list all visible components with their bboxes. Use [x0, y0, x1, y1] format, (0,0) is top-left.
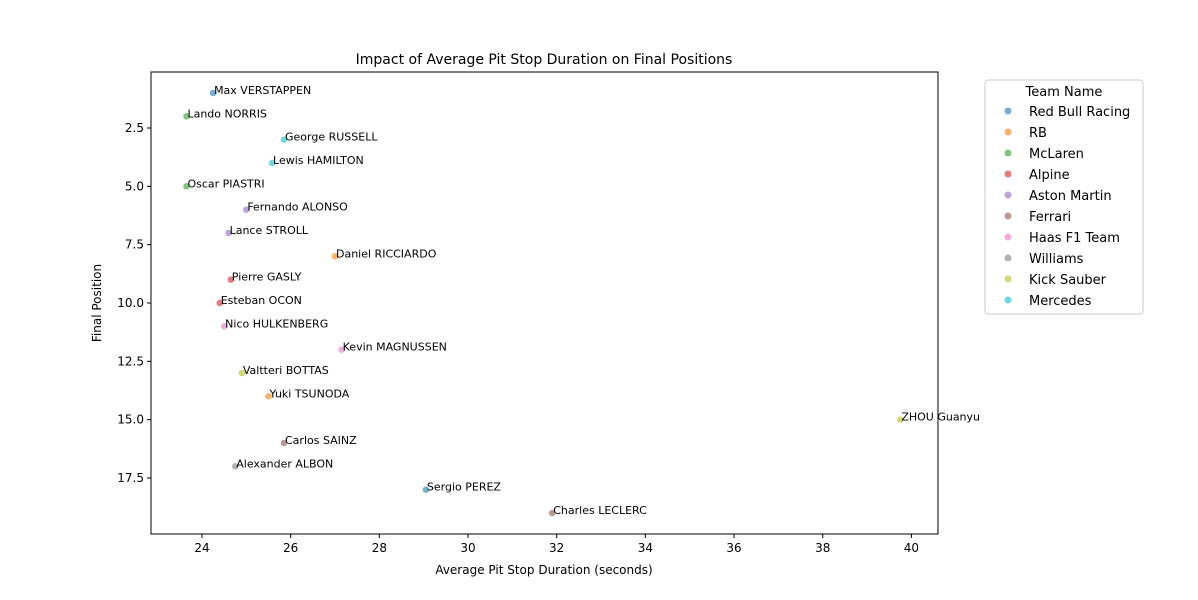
- legend-marker: [1004, 170, 1012, 178]
- y-tick-label: 2.5: [125, 121, 144, 135]
- data-point: [264, 392, 273, 401]
- legend-marker: [1004, 128, 1012, 136]
- data-point-label: Alexander ALBON: [236, 457, 333, 470]
- data-point: [182, 112, 191, 121]
- legend-item-label: RB: [1029, 126, 1047, 141]
- legend-marker: [1004, 212, 1012, 220]
- data-point: [231, 462, 239, 471]
- data-point: [331, 252, 339, 261]
- y-axis-title: Final Position: [90, 264, 104, 342]
- data-point-label: Lance STROLL: [230, 224, 309, 237]
- y-tick-label: 15.0: [117, 413, 144, 427]
- data-point: [227, 275, 235, 284]
- legend-item-label: Aston Martin: [1029, 189, 1112, 204]
- x-tick-label: 40: [904, 541, 919, 555]
- legend-item-label: Haas F1 Team: [1029, 231, 1120, 246]
- legend-marker: [1004, 107, 1012, 115]
- y-tick-label: 17.5: [117, 471, 144, 485]
- data-point: [548, 509, 557, 517]
- legend-item-label: Red Bull Racing: [1029, 105, 1130, 120]
- data-point-label: Carlos SAINZ: [285, 434, 357, 447]
- data-point-label: Lando NORRIS: [187, 107, 266, 120]
- data-point: [215, 299, 224, 307]
- data-point: [209, 89, 217, 97]
- legend-marker: [1004, 254, 1012, 262]
- data-point-label: Kevin MAGNUSSEN: [343, 341, 447, 354]
- legend-item-label: Ferrari: [1029, 210, 1071, 225]
- legend: Team Name Red Bull Racing RB McLaren Alpine…: [984, 79, 1144, 315]
- legend-frame: [984, 79, 1144, 315]
- data-point: [280, 135, 288, 144]
- data-point-label: Nico HULKENBERG: [225, 317, 328, 330]
- data-point-label: Esteban OCON: [221, 294, 302, 307]
- y-tick-label: 10.0: [117, 296, 144, 310]
- legend-marker: [1004, 275, 1012, 283]
- data-point: [268, 159, 276, 167]
- data-point-label: Daniel RICCIARDO: [336, 247, 437, 260]
- data-point-label: George RUSSELL: [285, 131, 378, 144]
- plot-area: [150, 71, 939, 535]
- legend-item-label: Williams: [1029, 252, 1084, 267]
- x-tick-label: 32: [549, 541, 564, 555]
- x-tick-label: 38: [815, 541, 830, 555]
- legend-item-label: Mercedes: [1029, 294, 1092, 309]
- chart-title: Impact of Average Pit Stop Duration on F…: [356, 52, 733, 68]
- x-tick-label: 26: [283, 541, 298, 555]
- data-point-label: Oscar PIASTRI: [187, 177, 264, 190]
- data-point: [224, 229, 233, 237]
- x-tick-label: 24: [194, 541, 209, 555]
- legend-item-label: Kick Sauber: [1029, 273, 1107, 288]
- data-point-label: Fernando ALONSO: [247, 201, 348, 214]
- data-point: [337, 345, 346, 354]
- x-axis: 24 26 28 30 32 34 36 38 40: [194, 534, 919, 555]
- legend-marker: [1004, 296, 1012, 304]
- legend-item-label: McLaren: [1029, 147, 1084, 162]
- data-point-label: ZHOU Guanyu: [901, 411, 980, 424]
- data-point: [238, 369, 246, 377]
- legend-marker: [1004, 149, 1012, 157]
- data-point: [422, 485, 430, 494]
- legend-marker: [1004, 233, 1012, 241]
- data-point-label: Pierre GASLY: [232, 271, 302, 284]
- data-point: [280, 439, 288, 447]
- data-point-label: Lewis HAMILTON: [273, 154, 364, 167]
- data-point: [182, 182, 191, 191]
- data-point-label: Sergio PEREZ: [427, 481, 502, 494]
- data-point: [896, 415, 905, 424]
- legend-item-label: Alpine: [1029, 168, 1070, 183]
- x-tick-label: 34: [638, 541, 653, 555]
- data-point-label: Valtteri BOTTAS: [243, 364, 329, 377]
- points-layer: Max VERSTAPPEN Lando NORRIS George RUSSELL…: [182, 84, 980, 517]
- y-tick-label: 7.5: [125, 238, 144, 252]
- x-axis-title: Average Pit Stop Duration (seconds): [435, 563, 652, 577]
- data-point-label: Max VERSTAPPEN: [214, 84, 311, 97]
- legend-items: Red Bull Racing RB McLaren Alpine Aston Mart…: [1004, 105, 1130, 309]
- x-tick-label: 36: [726, 541, 741, 555]
- x-tick-label: 28: [372, 541, 387, 555]
- legend-title: Team Name: [1025, 85, 1103, 100]
- data-point-label: Charles LECLERC: [553, 504, 647, 517]
- y-axis: 2.5 5.0 7.5 10.0 12.5 15.0 17.5: [117, 121, 151, 485]
- data-point-label: Yuki TSUNODA: [268, 387, 349, 400]
- y-tick-label: 12.5: [117, 354, 144, 368]
- legend-marker: [1004, 191, 1012, 199]
- data-point: [242, 205, 251, 214]
- x-tick-label: 30: [460, 541, 475, 555]
- y-tick-label: 5.0: [125, 179, 144, 193]
- data-point: [220, 322, 228, 331]
